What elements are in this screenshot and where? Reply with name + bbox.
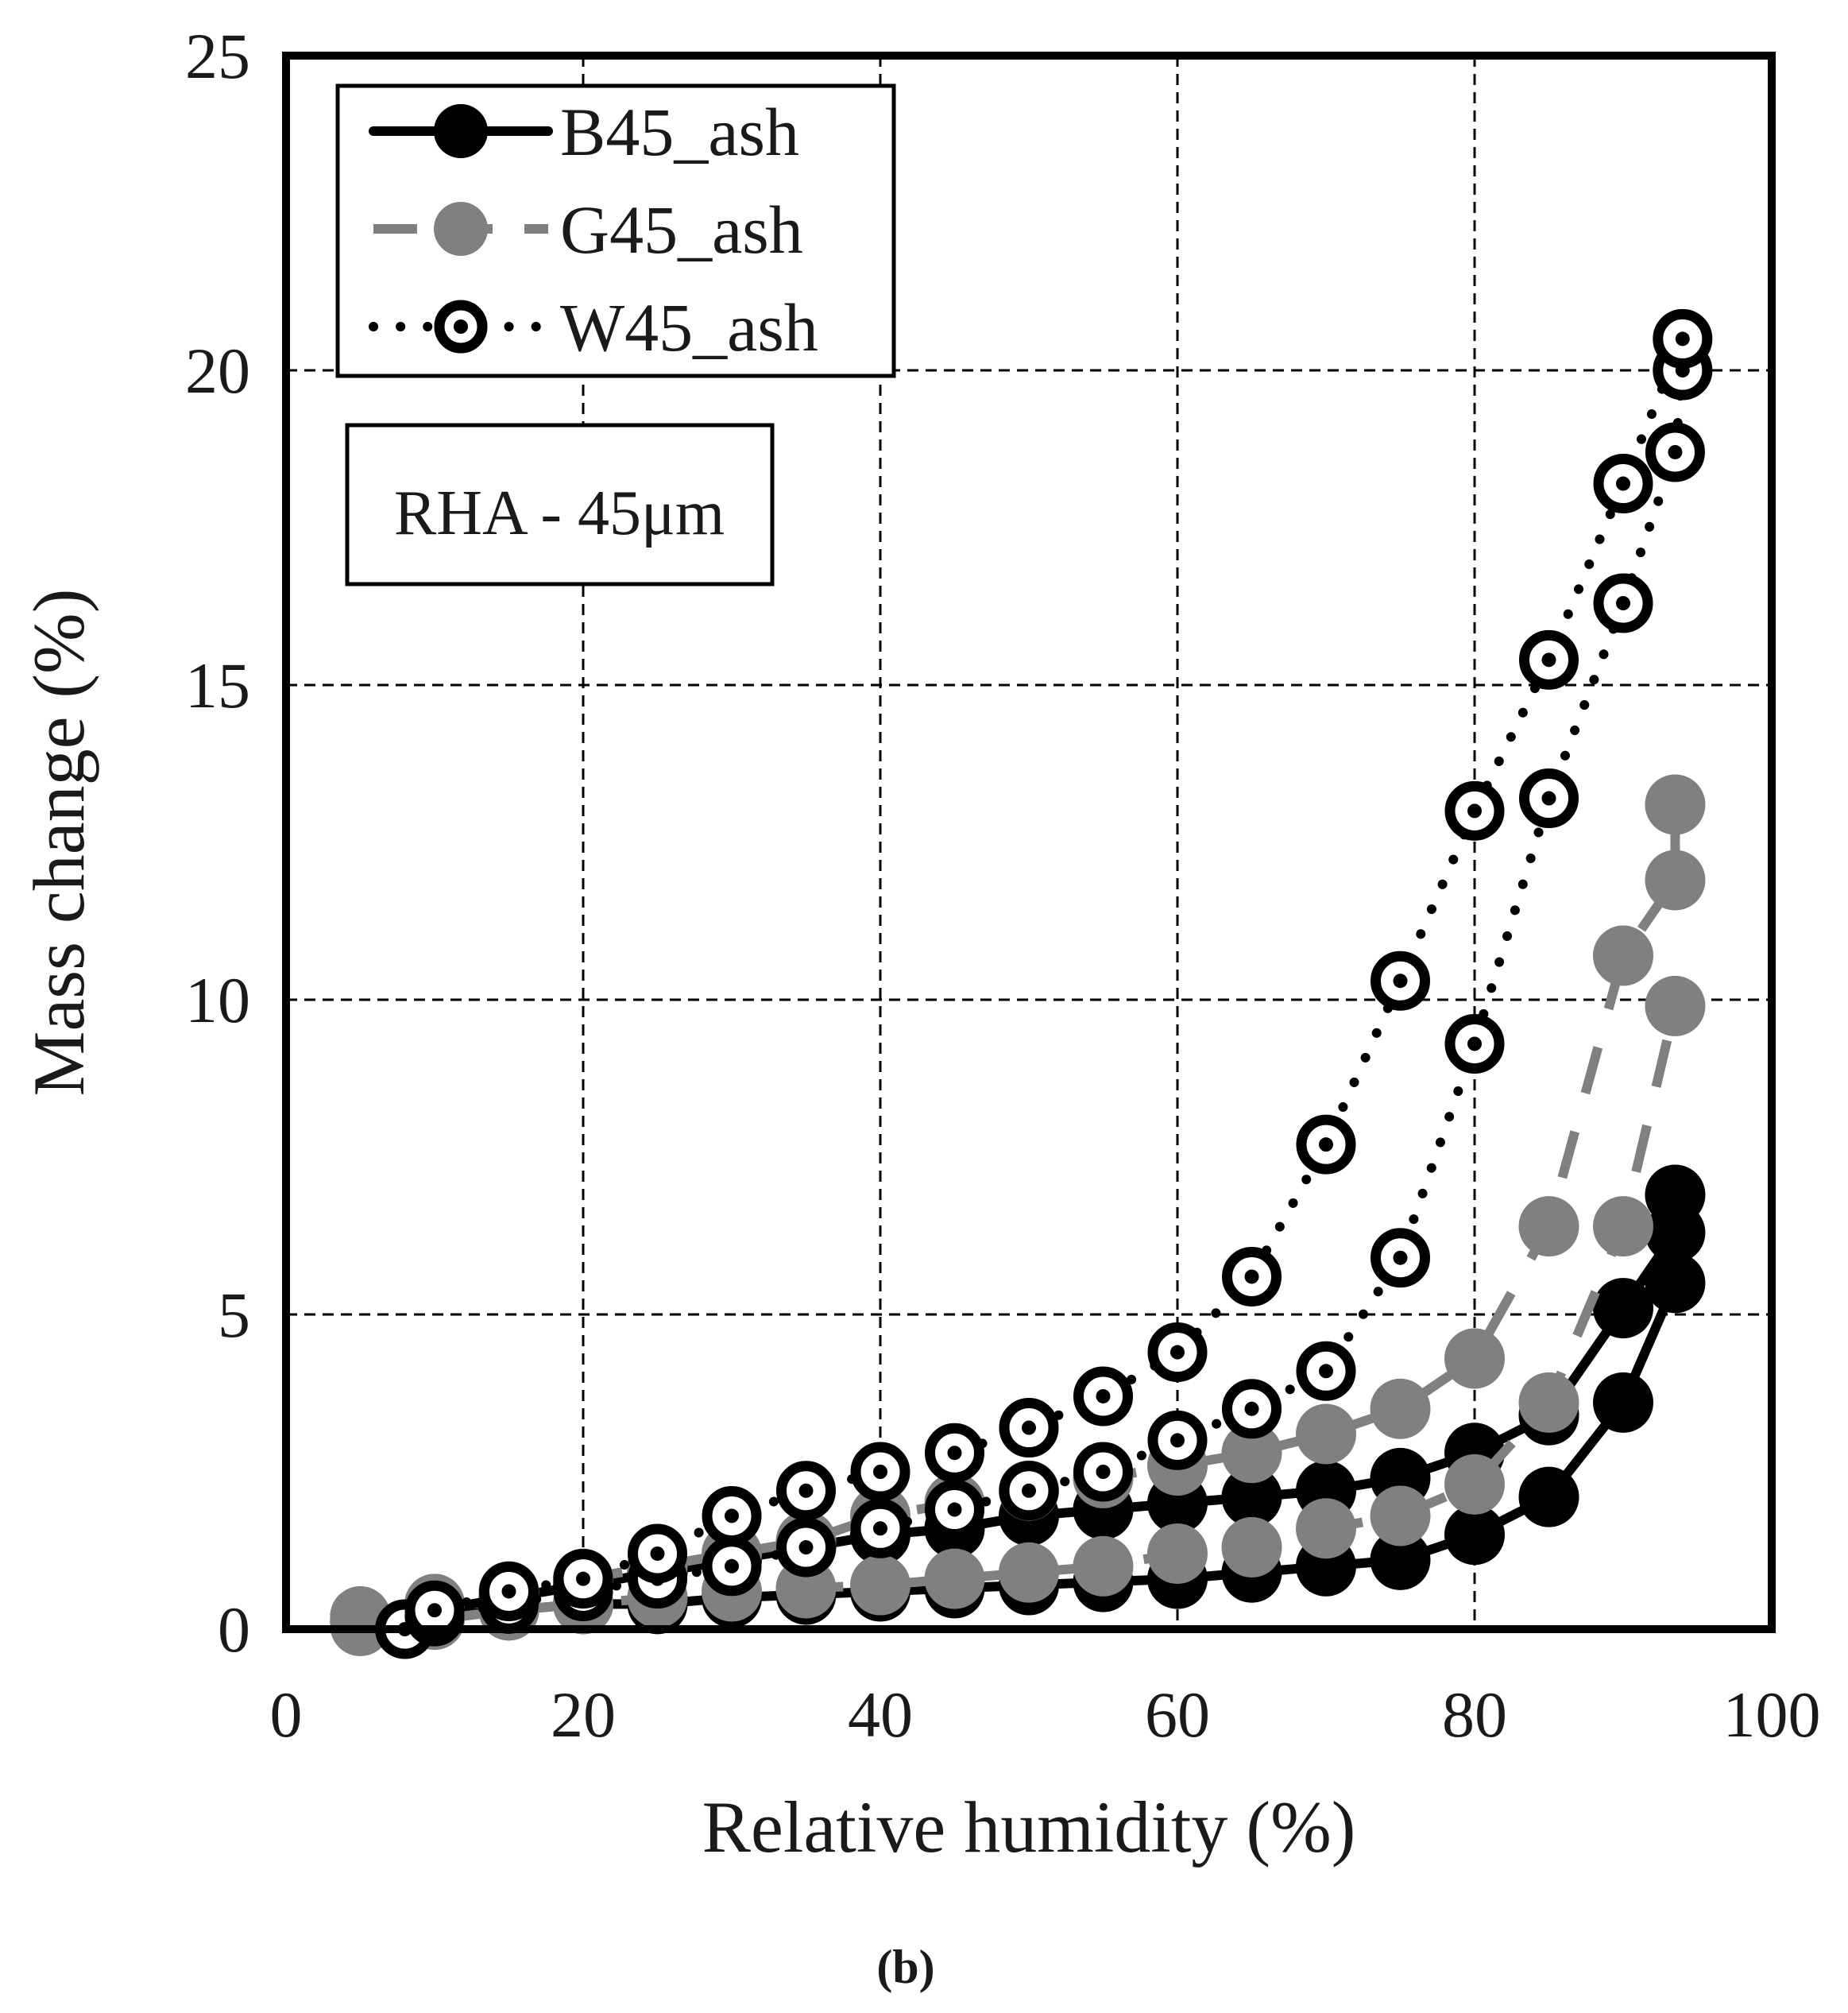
data-point-center bbox=[725, 1558, 739, 1574]
data-point bbox=[1296, 1403, 1356, 1465]
tick-labels: 0 20 40 60 80 100 0 5 10 15 20 25 bbox=[185, 20, 1821, 1751]
y-tick-label: 20 bbox=[185, 335, 250, 407]
data-point bbox=[1645, 975, 1706, 1036]
y-tick-label: 10 bbox=[185, 964, 250, 1036]
x-tick-label: 60 bbox=[1145, 1678, 1210, 1751]
data-point bbox=[1073, 1535, 1134, 1597]
x-axis-title: Relative humidity (%) bbox=[702, 1787, 1356, 1868]
data-point-center bbox=[576, 1571, 590, 1586]
data-point-center bbox=[1541, 652, 1556, 668]
data-point-center bbox=[1096, 1465, 1111, 1479]
y-tick-label: 0 bbox=[218, 1593, 250, 1666]
data-point-center bbox=[947, 1446, 962, 1461]
data-point-center bbox=[1467, 803, 1482, 819]
x-tick-label: 80 bbox=[1442, 1678, 1507, 1751]
data-point bbox=[1593, 925, 1653, 986]
data-point bbox=[1645, 1202, 1706, 1264]
data-point-center bbox=[1616, 596, 1630, 611]
y-tick-label: 25 bbox=[185, 20, 250, 92]
data-point bbox=[1370, 1378, 1431, 1439]
data-point bbox=[1444, 1328, 1505, 1389]
data-point bbox=[1444, 1454, 1505, 1515]
data-point-center bbox=[798, 1540, 814, 1555]
data-point-center bbox=[650, 1546, 665, 1561]
data-point bbox=[1593, 1372, 1653, 1433]
data-point-center bbox=[1096, 1388, 1111, 1403]
data-point bbox=[1370, 1529, 1431, 1590]
x-tick-label: 0 bbox=[270, 1678, 303, 1751]
data-point bbox=[1645, 850, 1706, 911]
data-point bbox=[1518, 1372, 1579, 1433]
data-point bbox=[1518, 1466, 1579, 1527]
x-tick-label: 100 bbox=[1723, 1678, 1821, 1751]
data-point bbox=[434, 202, 488, 256]
data-point bbox=[1296, 1498, 1356, 1559]
legend: B45_ash G45_ash W45_ash bbox=[335, 83, 896, 378]
data-point-center bbox=[1393, 974, 1408, 989]
annotation-box: RHA - 45μm bbox=[345, 423, 775, 586]
series-line-adsorption bbox=[400, 366, 1688, 1634]
data-point-center bbox=[1022, 1483, 1036, 1498]
y-tick-label: 15 bbox=[185, 649, 250, 722]
y-axis-title: Mass change (%) bbox=[18, 589, 99, 1097]
data-point-center bbox=[501, 1584, 516, 1599]
data-point bbox=[1518, 1196, 1579, 1257]
data-point-center bbox=[427, 1603, 442, 1618]
plot-frame bbox=[282, 52, 1776, 1633]
data-point bbox=[1593, 1278, 1653, 1339]
data-point bbox=[1370, 1485, 1431, 1547]
data-point bbox=[1221, 1466, 1282, 1527]
data-point bbox=[1645, 1252, 1706, 1314]
data-point bbox=[434, 104, 488, 158]
data-point-center bbox=[1319, 1137, 1333, 1152]
legend-entry-W45_ash: W45_ash bbox=[369, 289, 818, 366]
data-point-center bbox=[947, 1502, 962, 1517]
annotation-text: RHA - 45μm bbox=[394, 478, 725, 548]
data-point bbox=[1221, 1517, 1282, 1578]
data-point-center bbox=[1244, 1269, 1259, 1284]
series-layer bbox=[330, 308, 1713, 1659]
data-point bbox=[1593, 1196, 1653, 1257]
data-point-center bbox=[873, 1465, 887, 1479]
data-point-center bbox=[1393, 1250, 1408, 1265]
data-point-center bbox=[1170, 1345, 1185, 1360]
data-point-center bbox=[1541, 791, 1556, 806]
legend-label: B45_ash bbox=[560, 94, 799, 170]
data-point bbox=[1444, 1504, 1505, 1566]
data-point-center bbox=[873, 1521, 887, 1536]
figure-caption: (b) bbox=[876, 1941, 934, 1993]
legend-label: W45_ash bbox=[560, 289, 818, 366]
data-point bbox=[1147, 1523, 1208, 1584]
data-point bbox=[924, 1548, 985, 1609]
data-point bbox=[999, 1542, 1059, 1603]
data-point bbox=[1645, 774, 1706, 835]
data-point-center bbox=[1022, 1420, 1036, 1435]
data-point bbox=[850, 1554, 910, 1616]
data-point-center bbox=[798, 1483, 814, 1498]
y-tick-label: 5 bbox=[218, 1279, 250, 1351]
legend-entry-G45_ash: G45_ash bbox=[373, 192, 803, 268]
legend-entry-B45_ash: B45_ash bbox=[369, 94, 799, 170]
data-point-center bbox=[1675, 331, 1690, 346]
x-tick-label: 20 bbox=[551, 1678, 616, 1751]
x-tick-label: 40 bbox=[848, 1678, 913, 1751]
data-point-center bbox=[1244, 1401, 1259, 1416]
annotation-frame bbox=[345, 423, 775, 586]
data-point-center bbox=[454, 319, 468, 334]
data-point-center bbox=[1668, 444, 1683, 459]
data-point-center bbox=[1319, 1364, 1333, 1379]
data-point-center bbox=[1170, 1433, 1185, 1448]
data-point-center bbox=[1467, 1036, 1482, 1051]
data-point bbox=[1221, 1423, 1282, 1484]
legend-label: G45_ash bbox=[560, 192, 803, 268]
data-point bbox=[775, 1558, 837, 1619]
data-point-center bbox=[725, 1508, 739, 1523]
data-point-center bbox=[1616, 476, 1630, 491]
